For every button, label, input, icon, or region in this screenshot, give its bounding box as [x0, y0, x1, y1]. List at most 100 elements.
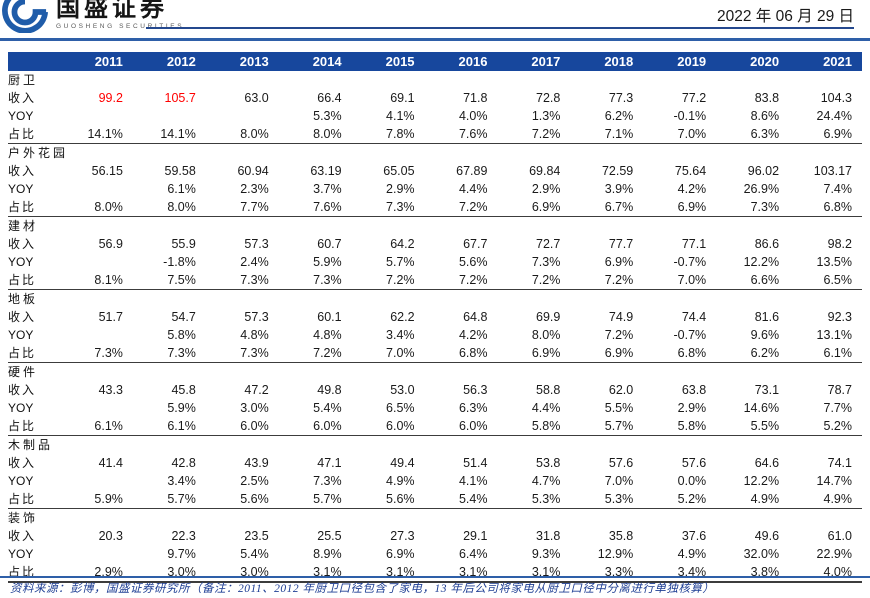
value-cell: 60.1 [317, 310, 342, 324]
value-cell: 4.9% [677, 547, 707, 561]
value-cell: 5.4% [313, 401, 342, 415]
value-cell: 5.9% [167, 401, 196, 415]
group-header-row: 建材 [8, 217, 862, 236]
value-cell: 6.1% [167, 182, 196, 196]
value-cell: 4.9% [716, 490, 790, 509]
value-cell: 74.9 [608, 310, 634, 324]
value-cell: 13.1% [816, 328, 852, 342]
value-cell: 7.8% [351, 125, 425, 144]
value-cell: 63.0 [244, 91, 269, 105]
value-cell: 6.0% [351, 417, 425, 436]
value-cell: 6.1% [132, 417, 206, 436]
value-cell: 56.9 [98, 237, 123, 251]
group-header-row: 硬件 [8, 363, 862, 382]
value-cell: 3.0% [205, 563, 279, 583]
value-cell: 7.2% [351, 271, 425, 290]
value-cell: 43.3 [98, 383, 123, 397]
value-cell: 64.8 [463, 310, 488, 324]
value-cell: 41.4 [98, 456, 123, 470]
value-cell: 6.9% [386, 547, 415, 561]
value-cell: 69.9 [536, 310, 561, 324]
value-cell: -0.1% [673, 109, 707, 123]
table-row: YOY 5.8% 4.8% 4.8% 3.4% 4.2% 8.0% 7.2% -0.7% 9.6%… [8, 326, 862, 344]
value-cell: 8.1% [60, 271, 133, 290]
value-cell: 69.1 [390, 91, 415, 105]
value-cell: 67.89 [456, 164, 488, 178]
value-cell [206, 107, 279, 125]
source-note: 资料来源：彭博，国盛证券研究所（备注：2011、2012 年厨卫口径包含了家电，… [10, 583, 715, 595]
row-label: 占比 [8, 563, 60, 583]
value-cell: -1.8% [163, 255, 196, 269]
row-label: 收入 [8, 164, 37, 178]
value-cell: 6.9% [570, 344, 644, 363]
value-cell: 5.3% [570, 490, 644, 509]
value-cell: 57.3 [244, 310, 269, 324]
value-cell: 51.7 [98, 310, 123, 324]
value-cell: 78.7 [827, 383, 852, 397]
value-cell: 60.7 [317, 237, 342, 251]
value-cell: 7.4% [823, 182, 853, 196]
group-label: 建材 [8, 219, 39, 233]
value-cell [60, 399, 133, 417]
value-cell: 14.7% [816, 474, 852, 488]
value-cell: 3.4% [386, 328, 415, 342]
value-cell: 60.94 [237, 164, 269, 178]
value-cell: 5.6% [351, 490, 425, 509]
year-header: 2012 [132, 52, 206, 71]
value-cell: 4.7% [531, 474, 561, 488]
corner-cell [8, 52, 60, 71]
value-cell: 6.2% [716, 344, 790, 363]
value-cell: 6.9% [497, 198, 571, 217]
value-cell: 57.6 [608, 456, 634, 470]
year-header: 2019 [643, 52, 717, 71]
value-cell: 49.6 [754, 529, 780, 543]
group-label: 地板 [8, 292, 39, 306]
value-cell: 58.8 [536, 383, 561, 397]
value-cell: 4.9% [386, 474, 415, 488]
value-cell: 9.6% [750, 328, 780, 342]
table-row: 占比 7.3% 7.3% 7.3% 7.2% 7.0% 6.8% 6.9% 6.9% 6.8% 6.… [8, 344, 862, 363]
value-cell [60, 107, 133, 125]
value-cell: 7.3% [278, 271, 352, 290]
table-row: YOY 6.1% 2.3% 3.7% 2.9% 4.4% 2.9% 3.9% 4.2% 26.9%… [8, 180, 862, 198]
value-cell: 74.1 [827, 456, 852, 470]
value-cell: 4.1% [386, 109, 415, 123]
value-cell: 7.6% [278, 198, 352, 217]
value-cell: 5.7% [386, 255, 415, 269]
value-cell: 92.3 [827, 310, 852, 324]
value-cell: 3.4% [643, 563, 717, 583]
revenue-by-segment-table: 2011 2012 2013 2014 2015 2016 2017 2018 2019 2020… [8, 52, 862, 583]
value-cell: 3.8% [716, 563, 790, 583]
value-cell: 5.4% [240, 547, 269, 561]
logo-name-cn: 国盛证券 [56, 0, 168, 22]
value-cell: 7.1% [570, 125, 644, 144]
value-cell: 54.7 [171, 310, 196, 324]
value-cell: 77.1 [681, 237, 707, 251]
value-cell [60, 472, 133, 490]
value-cell: 6.9% [497, 344, 571, 363]
value-cell: 5.3% [313, 109, 342, 123]
group-header-row: 装饰 [8, 509, 862, 528]
value-cell: 72.7 [536, 237, 561, 251]
value-cell: 9.7% [167, 547, 196, 561]
year-header: 2017 [497, 52, 571, 71]
value-cell: 53.0 [390, 383, 415, 397]
value-cell: 4.8% [313, 328, 342, 342]
value-cell: 77.2 [681, 91, 707, 105]
value-cell: 7.3% [132, 344, 206, 363]
value-cell: 61.0 [827, 529, 852, 543]
value-cell: 8.0% [60, 198, 133, 217]
value-cell: 14.6% [743, 401, 780, 415]
value-cell: 14.1% [60, 125, 133, 144]
year-header: 2014 [278, 52, 352, 71]
value-cell: 27.3 [390, 529, 415, 543]
value-cell: 2.9% [60, 563, 133, 583]
value-cell: 29.1 [463, 529, 488, 543]
table-row: 收入 51.7 54.7 57.3 60.1 62.2 64.8 69.9 74.9 74.4 81… [8, 308, 862, 326]
year-header: 2018 [570, 52, 644, 71]
value-cell: 12.2% [743, 255, 780, 269]
value-cell: 4.4% [531, 401, 561, 415]
value-cell: 4.9% [789, 490, 862, 509]
table-row: 占比 5.9% 5.7% 5.6% 5.7% 5.6% 5.4% 5.3% 5.3% 5.2% 4.… [8, 490, 862, 509]
value-cell: 3.3% [570, 563, 644, 583]
